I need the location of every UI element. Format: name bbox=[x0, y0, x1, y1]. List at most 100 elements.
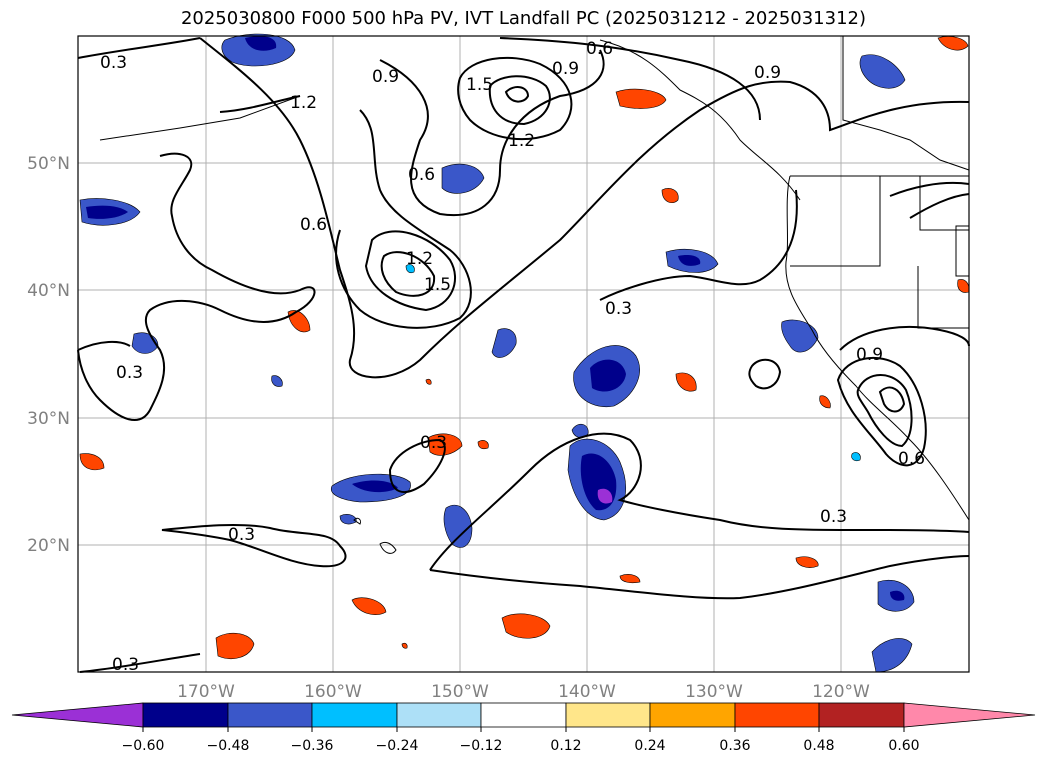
colorbar-segment bbox=[227, 702, 313, 728]
contour-line bbox=[219, 95, 301, 113]
contour-label: 0.9 bbox=[372, 67, 399, 87]
contour-line bbox=[77, 340, 131, 351]
lat-label: 40°N bbox=[27, 281, 70, 301]
neg-anomaly bbox=[443, 504, 473, 548]
coastlines bbox=[99, 36, 970, 554]
contour-label: 1.2 bbox=[508, 131, 535, 151]
colorbar-segment bbox=[142, 702, 229, 728]
neg-anomaly bbox=[571, 423, 589, 438]
neg-anomaly bbox=[441, 163, 485, 194]
contour-line bbox=[748, 358, 782, 390]
colorbar-tick-label: −0.36 bbox=[291, 738, 334, 754]
contour-labels: 0.3 0.3 0.3 0.3 0.3 0.3 0.3 0.6 0.6 0.6 … bbox=[100, 39, 925, 675]
contour-label: 1.2 bbox=[406, 249, 433, 269]
contour-line bbox=[599, 189, 798, 301]
colorbar-tick-labels: −0.60 −0.48 −0.36 −0.24 −0.12 0.12 0.24 … bbox=[122, 738, 920, 754]
colorbar-segment bbox=[311, 702, 398, 728]
contour-label: 0.6 bbox=[300, 215, 327, 235]
contour-line bbox=[335, 109, 472, 329]
contour-line bbox=[488, 75, 551, 126]
neg-anomaly bbox=[271, 375, 283, 387]
pos-anomaly bbox=[351, 597, 387, 615]
neg-anomaly-core bbox=[245, 36, 277, 51]
contour-label: 0.3 bbox=[605, 299, 632, 319]
contour-label: 0.9 bbox=[856, 345, 883, 365]
pos-anomaly bbox=[215, 632, 255, 659]
colorbar-extend-max bbox=[903, 702, 1036, 728]
lat-axis-labels: 50°N 40°N 30°N 20°N bbox=[27, 154, 70, 556]
neg-anomaly bbox=[491, 328, 517, 358]
contour-line bbox=[77, 37, 201, 59]
contour-label: 0.3 bbox=[112, 655, 139, 675]
contour-label: 0.6 bbox=[898, 449, 925, 469]
pv-min-core bbox=[597, 488, 613, 504]
contour-label: 0.9 bbox=[754, 63, 781, 83]
contour-label: 0.3 bbox=[228, 525, 255, 545]
contour-line bbox=[839, 325, 970, 351]
contour-line bbox=[380, 251, 436, 297]
contour-label: 0.3 bbox=[820, 507, 847, 527]
colorbar-ticks bbox=[142, 727, 905, 732]
pv-contours bbox=[77, 37, 970, 673]
colorbar-tick-label: 0.24 bbox=[634, 738, 665, 754]
neg-anomaly-core bbox=[86, 205, 128, 219]
contour-line bbox=[499, 37, 761, 121]
pos-anomaly bbox=[619, 574, 641, 584]
contour-label: 1.5 bbox=[466, 75, 493, 95]
contour-label: 0.3 bbox=[420, 433, 447, 453]
pos-anomaly bbox=[501, 613, 551, 639]
lat-label: 30°N bbox=[27, 409, 70, 429]
contour-line bbox=[836, 356, 927, 467]
neg-anomaly-core bbox=[678, 254, 701, 266]
colorbar-tick-label: −0.12 bbox=[460, 738, 503, 754]
pos-anomaly bbox=[615, 88, 667, 109]
contour-label: 0.9 bbox=[552, 59, 579, 79]
pos-anomaly bbox=[79, 453, 105, 471]
neg-anomaly bbox=[781, 319, 819, 353]
pos-anomaly bbox=[477, 440, 489, 450]
colorbar-segment bbox=[649, 702, 736, 728]
pos-anomaly bbox=[661, 188, 679, 203]
contour-label: 0.3 bbox=[116, 363, 143, 383]
colorbar bbox=[11, 702, 1036, 728]
contour-line bbox=[429, 555, 970, 600]
lon-label: 170°W bbox=[177, 682, 235, 702]
gridlines bbox=[78, 36, 969, 672]
contour-line bbox=[504, 86, 530, 103]
pos-anomaly bbox=[425, 378, 432, 385]
contour-label: 0.3 bbox=[100, 53, 127, 73]
colorbar-extend-min bbox=[11, 702, 144, 728]
colorbar-tick-label: −0.60 bbox=[122, 738, 165, 754]
colorbar-tick-label: 0.36 bbox=[719, 738, 750, 754]
colorbar-tick-label: −0.24 bbox=[376, 738, 419, 754]
lon-label: 140°W bbox=[558, 682, 616, 702]
contour-line bbox=[77, 152, 316, 421]
contour-line bbox=[79, 653, 201, 673]
contour-line bbox=[161, 523, 347, 568]
neg-anomaly-core bbox=[890, 590, 905, 601]
colorbar-segment bbox=[565, 702, 651, 728]
contour-label: 1.5 bbox=[424, 275, 451, 295]
contour-line bbox=[364, 230, 456, 312]
lon-label: 150°W bbox=[431, 682, 489, 702]
lat-label: 50°N bbox=[27, 154, 70, 174]
lon-axis-labels: 170°W 160°W 150°W 140°W 130°W 120°W bbox=[177, 682, 870, 702]
pv-anomaly-fills bbox=[79, 33, 970, 673]
lon-label: 120°W bbox=[812, 682, 870, 702]
colorbar-segment bbox=[734, 702, 820, 728]
contour-label: 0.6 bbox=[408, 165, 435, 185]
contour-line bbox=[878, 386, 906, 413]
colorbar-segment bbox=[480, 702, 567, 728]
plot-area bbox=[78, 36, 969, 672]
neg-anomaly bbox=[871, 638, 913, 673]
contour-label: 0.6 bbox=[586, 39, 613, 59]
contour-line bbox=[856, 374, 913, 448]
neg-anomaly-core bbox=[590, 359, 626, 392]
pos-anomaly bbox=[819, 395, 831, 409]
colorbar-segment bbox=[396, 702, 482, 728]
lat-label: 20°N bbox=[27, 536, 70, 556]
map-title: 2025030800 F000 500 hPa PV, IVT Landfall… bbox=[180, 8, 867, 29]
pos-anomaly bbox=[401, 642, 408, 649]
colorbar-tick-label: 0.48 bbox=[803, 738, 834, 754]
